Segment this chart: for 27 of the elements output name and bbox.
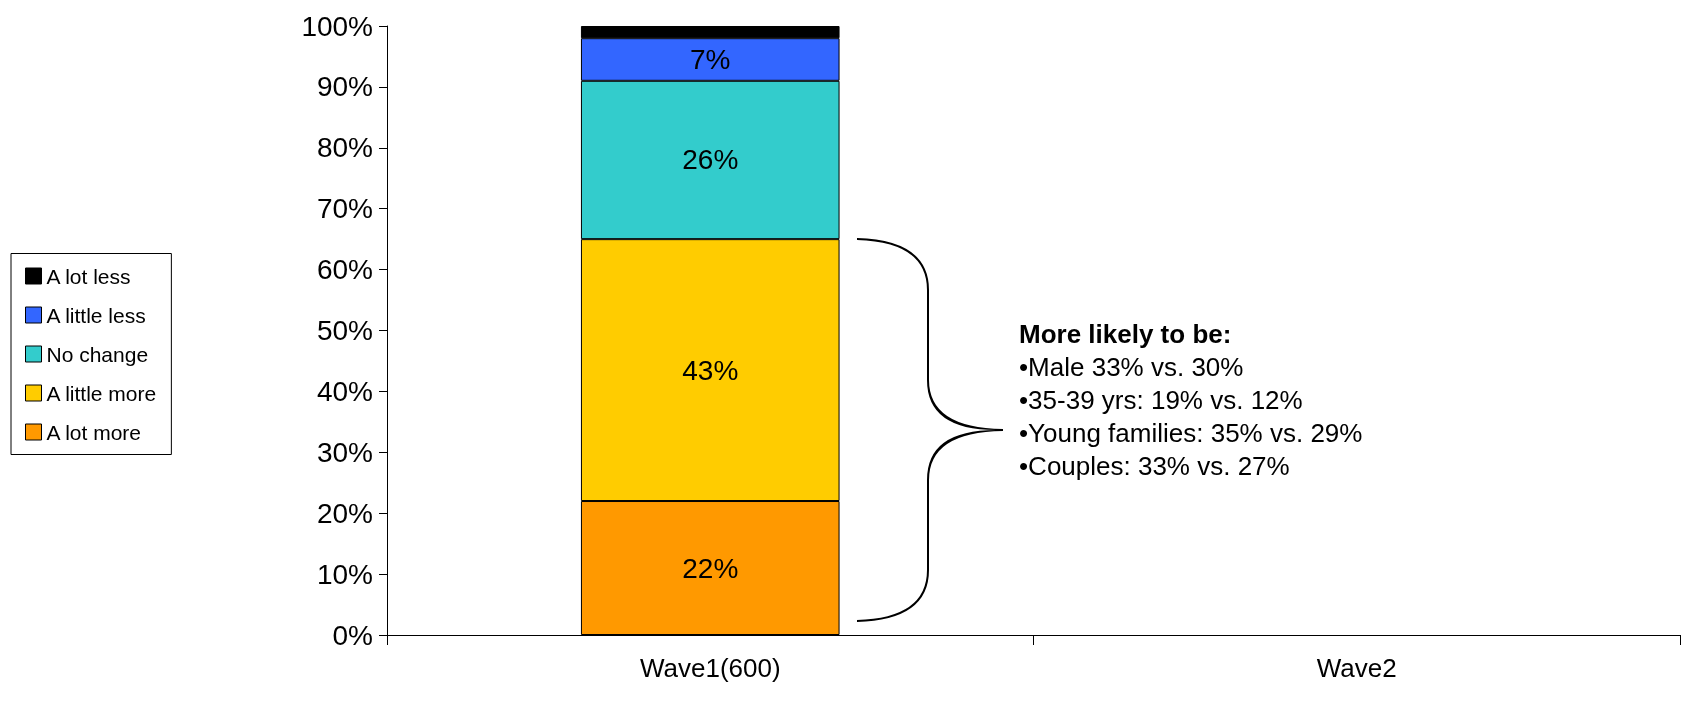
data-label: 26%: [682, 144, 739, 176]
legend-label: A lot less: [46, 264, 131, 288]
data-label: 43%: [682, 354, 739, 386]
y-tick-label: 100%: [301, 10, 373, 42]
y-tick-label: 60%: [316, 254, 373, 286]
data-label: 7%: [690, 43, 731, 75]
data-label: 22%: [682, 552, 739, 584]
y-tick-label: 30%: [316, 436, 373, 468]
y-tick-label: 10%: [316, 558, 373, 590]
y-tick-label: 0%: [332, 619, 373, 651]
y-tick-label: 70%: [316, 193, 373, 225]
y-tick-label: 90%: [316, 71, 373, 103]
legend-label: No change: [46, 342, 149, 366]
y-tick-label: 40%: [316, 375, 373, 407]
y-tick-label: 80%: [316, 132, 373, 164]
annotation: •Young families: 35% vs. 29%: [1019, 417, 1363, 450]
legend-label: A little less: [46, 303, 146, 327]
x-tick-label: Wave1(600): [639, 653, 781, 683]
legend-label: A little more: [46, 381, 157, 405]
legend-label: A lot more: [46, 420, 142, 444]
x-tick-label: Wave2: [1316, 653, 1397, 683]
annotation: •Male 33% vs. 30%: [1019, 351, 1245, 384]
y-tick-label: 20%: [316, 497, 373, 529]
y-tick-label: 50%: [316, 315, 373, 346]
annotation: •35-39 yrs: 19% vs. 12%: [1019, 384, 1304, 417]
annotation: •Couples: 33% vs. 27%: [1019, 450, 1291, 483]
annotation: More likely to be:: [1019, 318, 1233, 351]
